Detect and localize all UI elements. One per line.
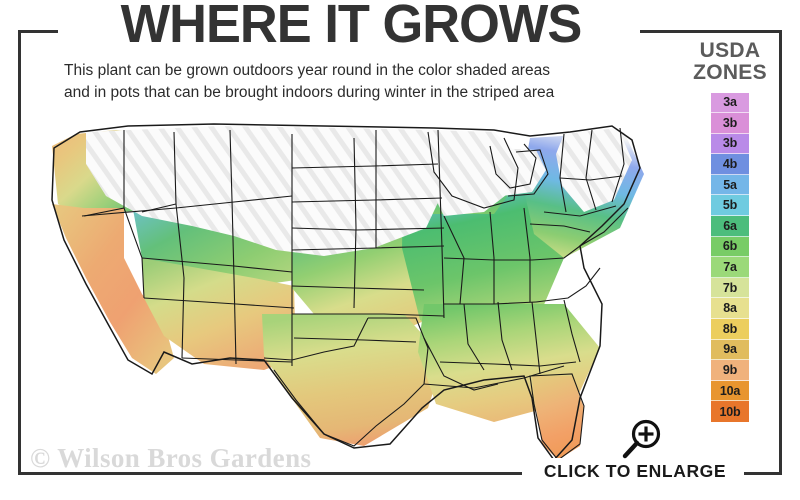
legend-swatch-9a: 9a	[711, 339, 749, 361]
legend-swatch-5b: 5b	[711, 195, 749, 217]
legend-swatch-4b: 4b	[711, 154, 749, 175]
legend-swatch-8b: 8b	[711, 319, 749, 340]
legend-swatch-7a: 7a	[711, 257, 749, 278]
legend-swatch-6b: 6b	[711, 236, 749, 258]
legend-swatch-6a: 6a	[711, 216, 749, 237]
click-to-enlarge-label[interactable]: CLICK TO ENLARGE	[543, 461, 727, 481]
usda-zone-map[interactable]	[24, 108, 680, 458]
legend-title: USDA ZONES	[684, 39, 776, 85]
legend-swatch-5a: 5a	[711, 174, 749, 196]
subtitle-line-1: This plant can be grown outdoors year ro…	[64, 62, 550, 79]
legend-swatch-3b: 3b	[711, 133, 749, 155]
legend-swatch-7b: 7b	[711, 277, 749, 299]
frame-border-right	[779, 30, 782, 475]
legend-swatch-9b: 9b	[711, 360, 749, 381]
legend-title-line-1: USDA	[699, 39, 761, 62]
legend-swatch-8a: 8a	[711, 298, 749, 320]
legend-title-line-2: ZONES	[693, 61, 767, 85]
magnifier-plus-icon[interactable]	[620, 418, 664, 462]
subtitle-text: This plant can be grown outdoors year ro…	[64, 60, 644, 104]
map-svg	[51, 123, 644, 458]
frame-border-top-right	[640, 30, 782, 33]
magnifier-icon-svg	[622, 419, 661, 459]
usda-zones-legend: USDA ZONES 3a 3b 3b 4b 5a 5b 6a 6b 7a 7b 8a 8b 9a 9b 1…	[684, 39, 776, 422]
subtitle-line-2: and in pots that can be brought indoors …	[64, 84, 555, 101]
page-title: WHERE IT GROWS	[120, 0, 583, 54]
legend-swatch-10a: 10a	[711, 380, 749, 402]
watermark-credit: © Wilson Bros Gardens	[30, 443, 312, 473]
legend-swatch-list: 3a 3b 3b 4b 5a 5b 6a 6b 7a 7b 8a 8b 9a 9b 10a 10b	[711, 92, 749, 422]
legend-swatch-3a: 3a	[711, 92, 749, 114]
frame-border-bottom-right	[744, 472, 782, 475]
legend-swatch-10b: 10b	[711, 401, 749, 422]
frame-border-top-left	[18, 30, 58, 33]
frame-border-bottom-left	[18, 472, 522, 475]
map-state-outlines	[51, 123, 641, 458]
frame-border-left	[18, 30, 21, 475]
legend-swatch-3b: 3b	[711, 113, 749, 134]
